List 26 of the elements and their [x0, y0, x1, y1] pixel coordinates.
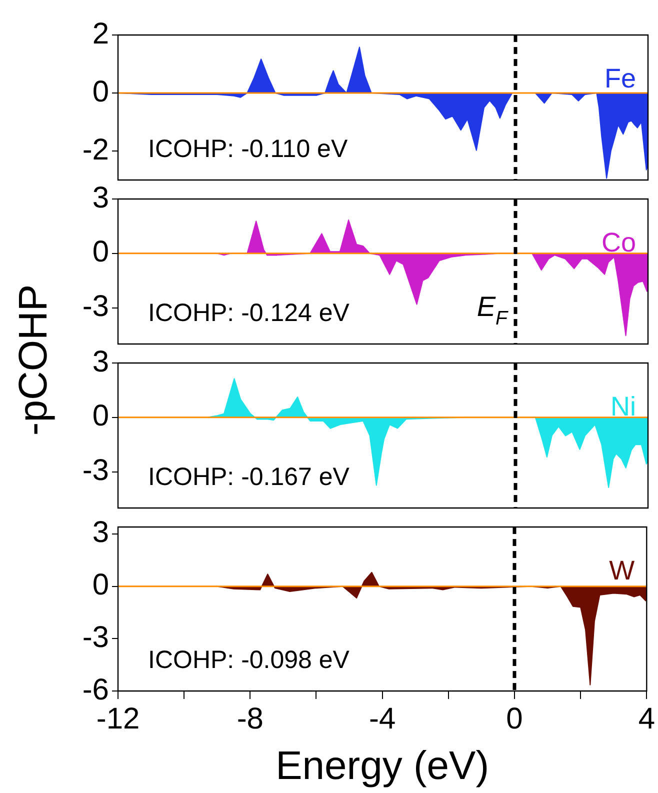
y-tick-label: 0 [92, 236, 109, 269]
y-tick-label: 3 [92, 181, 109, 214]
x-tick-label: 4 [638, 702, 655, 736]
series-label: W [609, 555, 636, 586]
y-tick-label: 0 [92, 75, 109, 108]
annotation: ICOHP: -0.124 eV [148, 298, 350, 327]
annotation: ICOHP: -0.167 eV [148, 462, 350, 491]
y-tick-label: -3 [82, 620, 109, 654]
y-tick-label: 2 [92, 17, 109, 50]
x-tick-label: -4 [368, 702, 396, 736]
series-label: Ni [610, 391, 636, 422]
y-tick-label: -3 [82, 454, 109, 488]
y-axis-title: -pCOHP [12, 284, 56, 436]
annotation: ICOHP: -0.098 eV [148, 646, 350, 674]
x-axis-title: Energy (eV) [276, 744, 490, 788]
series-label: Fe [604, 63, 636, 94]
x-tick-label: 0 [506, 702, 523, 736]
series-label: Co [601, 227, 636, 258]
x-tick-label: -8 [236, 702, 264, 736]
y-tick-label: 0 [92, 568, 109, 602]
y-tick-label: 3 [92, 516, 109, 550]
y-tick-label: -3 [82, 290, 109, 324]
y-tick-label: 3 [92, 345, 109, 378]
annotation: ICOHP: -0.110 eV [148, 134, 348, 163]
y-tick-label: 0 [92, 400, 109, 433]
y-tick-label: -2 [82, 133, 109, 166]
